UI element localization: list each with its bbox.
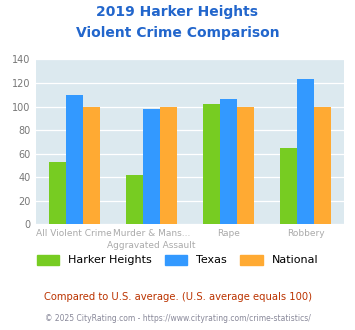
Bar: [160, 107, 177, 224]
Bar: [280, 148, 297, 224]
Bar: [143, 109, 160, 224]
Text: Murder & Mans...: Murder & Mans...: [113, 229, 190, 238]
Bar: [203, 104, 220, 224]
Bar: [49, 162, 66, 224]
Bar: [314, 107, 331, 224]
Text: Compared to U.S. average. (U.S. average equals 100): Compared to U.S. average. (U.S. average …: [44, 292, 311, 302]
Text: Rape: Rape: [217, 229, 240, 238]
Bar: [220, 99, 237, 224]
Legend: Harker Heights, Texas, National: Harker Heights, Texas, National: [37, 255, 318, 265]
Text: © 2025 CityRating.com - https://www.cityrating.com/crime-statistics/: © 2025 CityRating.com - https://www.city…: [45, 314, 310, 323]
Bar: [237, 107, 254, 224]
Text: 2019 Harker Heights: 2019 Harker Heights: [97, 5, 258, 19]
Bar: [297, 80, 314, 224]
Text: All Violent Crime: All Violent Crime: [36, 229, 112, 238]
Text: Violent Crime Comparison: Violent Crime Comparison: [76, 26, 279, 40]
Bar: [83, 107, 100, 224]
Text: Robbery: Robbery: [287, 229, 324, 238]
Bar: [66, 95, 83, 224]
Bar: [126, 175, 143, 224]
Text: Aggravated Assault: Aggravated Assault: [107, 241, 196, 250]
